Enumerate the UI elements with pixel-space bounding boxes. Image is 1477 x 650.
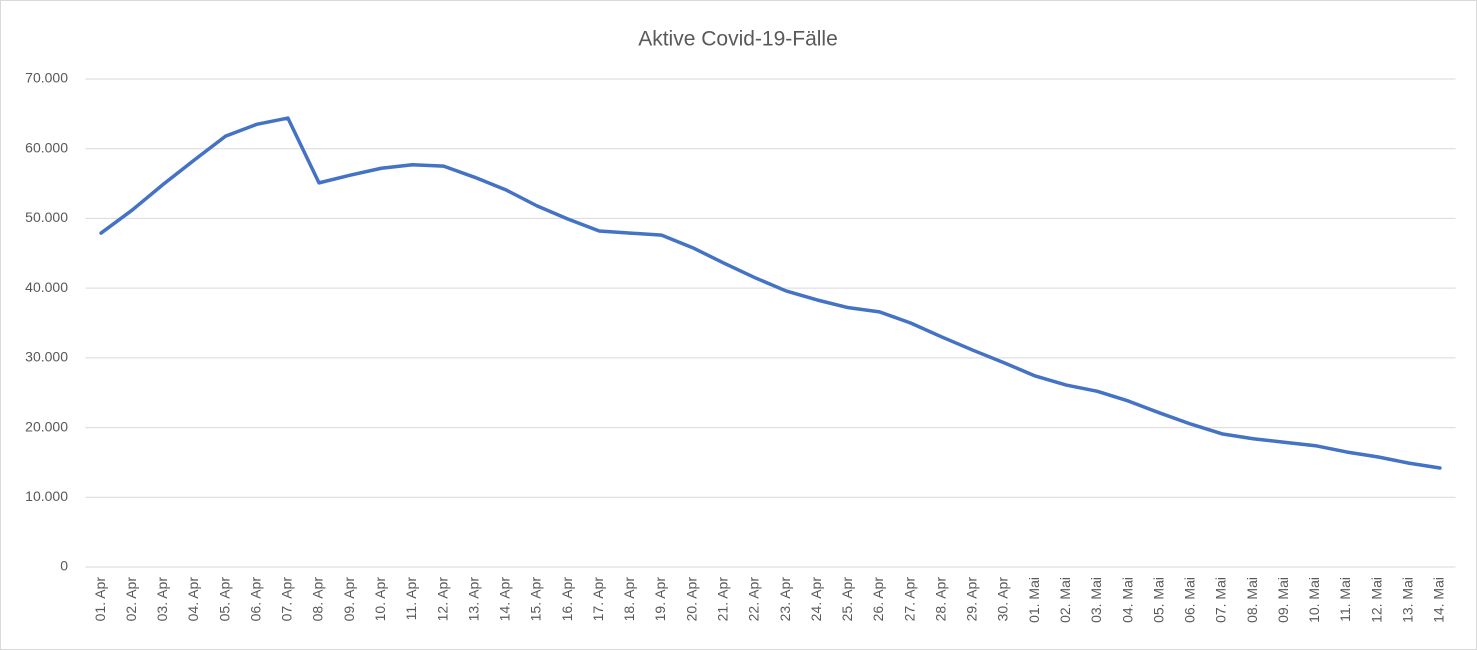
y-tick-label: 60.000 [25,139,68,155]
x-tick-label: 11. Apr [403,577,419,621]
x-tick-label: 05. Mai [1150,577,1166,623]
x-tick-label: 08. Mai [1244,577,1260,623]
y-tick-label: 0 [60,558,68,574]
x-tick-label: 09. Mai [1275,577,1291,623]
x-tick-label: 12. Apr [434,577,450,622]
y-tick-label: 30.000 [25,349,68,365]
x-tick-label: 23. Apr [777,577,793,622]
y-tick-label: 50.000 [25,209,68,225]
chart-title: Aktive Covid-19-Fälle [638,28,838,51]
x-tick-label: 12. Mai [1368,577,1384,623]
x-tick-label: 06. Mai [1182,577,1198,623]
x-tick-label: 06. Apr [247,577,263,622]
x-tick-label: 16. Apr [559,577,575,622]
x-tick-label: 08. Apr [310,577,326,622]
x-tick-label: 26. Apr [870,577,886,622]
x-tick-label: 15. Apr [528,577,544,622]
x-tick-label: 09. Apr [341,577,357,622]
x-tick-label: 17. Apr [590,577,606,622]
y-tick-label: 10.000 [25,488,68,504]
line-series [99,116,1442,470]
x-tick-label: 01. Mai [1026,577,1042,623]
x-tick-label: 04. Apr [185,577,201,622]
x-tick-label: 02. Mai [1057,577,1073,623]
x-tick-label: 29. Apr [964,577,980,622]
x-tick-label: 03. Mai [1088,577,1104,623]
x-tick-label: 28. Apr [932,577,948,622]
x-tick-label: 21. Apr [714,577,730,622]
x-tick-label: 13. Apr [465,577,481,622]
x-tick-label: 27. Apr [901,577,917,622]
y-tick-label: 20.000 [25,418,68,434]
x-tick-label: 07. Apr [279,577,295,622]
x-tick-label: 30. Apr [995,577,1011,622]
x-tick-label: 02. Apr [123,577,139,622]
x-tick-label: 04. Mai [1119,577,1135,623]
x-tick-label: 07. Mai [1213,577,1229,623]
y-tick-label: 70.000 [25,70,68,86]
x-tick-label: 24. Apr [808,577,824,622]
x-tick-label: 20. Apr [683,577,699,622]
x-tick-label: 13. Mai [1399,577,1415,623]
y-tick-label: 40.000 [25,279,68,295]
x-tick-label: 11. Mai [1337,577,1353,622]
x-tick-label: 25. Apr [839,577,855,622]
x-tick-label: 03. Apr [154,577,170,622]
x-tick-label: 18. Apr [621,577,637,622]
x-tick-label: 10. Apr [372,577,388,622]
x-tick-label: 10. Mai [1306,577,1322,623]
x-tick-label: 22. Apr [746,577,762,622]
x-tick-label: 01. Apr [92,577,108,622]
x-tick-label: 14. Apr [497,577,513,622]
x-tick-label: 19. Apr [652,577,668,622]
x-tick-label: 05. Apr [216,577,232,622]
x-tick-label: 14. Mai [1431,577,1447,623]
